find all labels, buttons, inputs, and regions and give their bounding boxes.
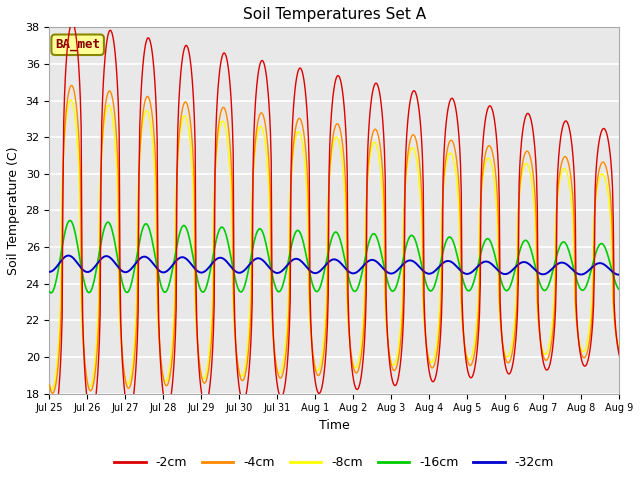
-32cm [45,269,53,275]
-2cm [49,418,57,423]
-16cm [118,280,126,286]
Text: BA_met: BA_met [55,38,100,51]
-16cm [284,264,291,270]
-4cm [68,83,76,88]
Title: Soil Temperatures Set A: Soil Temperatures Set A [243,7,426,22]
-32cm [118,268,125,274]
-2cm [230,282,238,288]
-8cm [284,323,291,328]
-16cm [418,263,426,268]
Line: -4cm: -4cm [49,85,640,394]
-32cm [451,262,459,268]
-4cm [418,191,426,196]
-32cm [282,264,290,269]
-4cm [260,116,268,121]
-4cm [452,151,460,156]
-16cm [47,290,55,296]
X-axis label: Time: Time [319,419,349,432]
-2cm [452,106,460,111]
-32cm [259,258,267,264]
Line: -8cm: -8cm [49,100,640,390]
-8cm [260,133,268,139]
-8cm [67,97,75,103]
-8cm [118,355,126,361]
Line: -32cm: -32cm [49,255,640,275]
-16cm [260,233,268,239]
-8cm [48,387,56,393]
-4cm [49,391,56,396]
-4cm [230,309,238,315]
Line: -2cm: -2cm [49,23,640,420]
-8cm [230,320,238,326]
-2cm [284,364,291,370]
-2cm [68,20,76,25]
-2cm [260,61,268,67]
-8cm [418,225,426,231]
-16cm [66,217,74,223]
Legend: -2cm, -4cm, -8cm, -16cm, -32cm: -2cm, -4cm, -8cm, -16cm, -32cm [109,451,559,474]
-2cm [418,139,426,144]
Line: -16cm: -16cm [49,220,640,293]
-4cm [118,351,126,357]
-16cm [230,270,238,276]
-2cm [45,403,53,408]
Y-axis label: Soil Temperature (C): Soil Temperature (C) [7,146,20,275]
-32cm [65,252,72,258]
-8cm [45,382,53,388]
-16cm [45,289,53,295]
-2cm [118,358,126,364]
-16cm [452,247,460,252]
-4cm [45,382,53,388]
-4cm [284,339,291,345]
-32cm [417,265,425,271]
-32cm [229,266,237,272]
-8cm [452,169,460,175]
